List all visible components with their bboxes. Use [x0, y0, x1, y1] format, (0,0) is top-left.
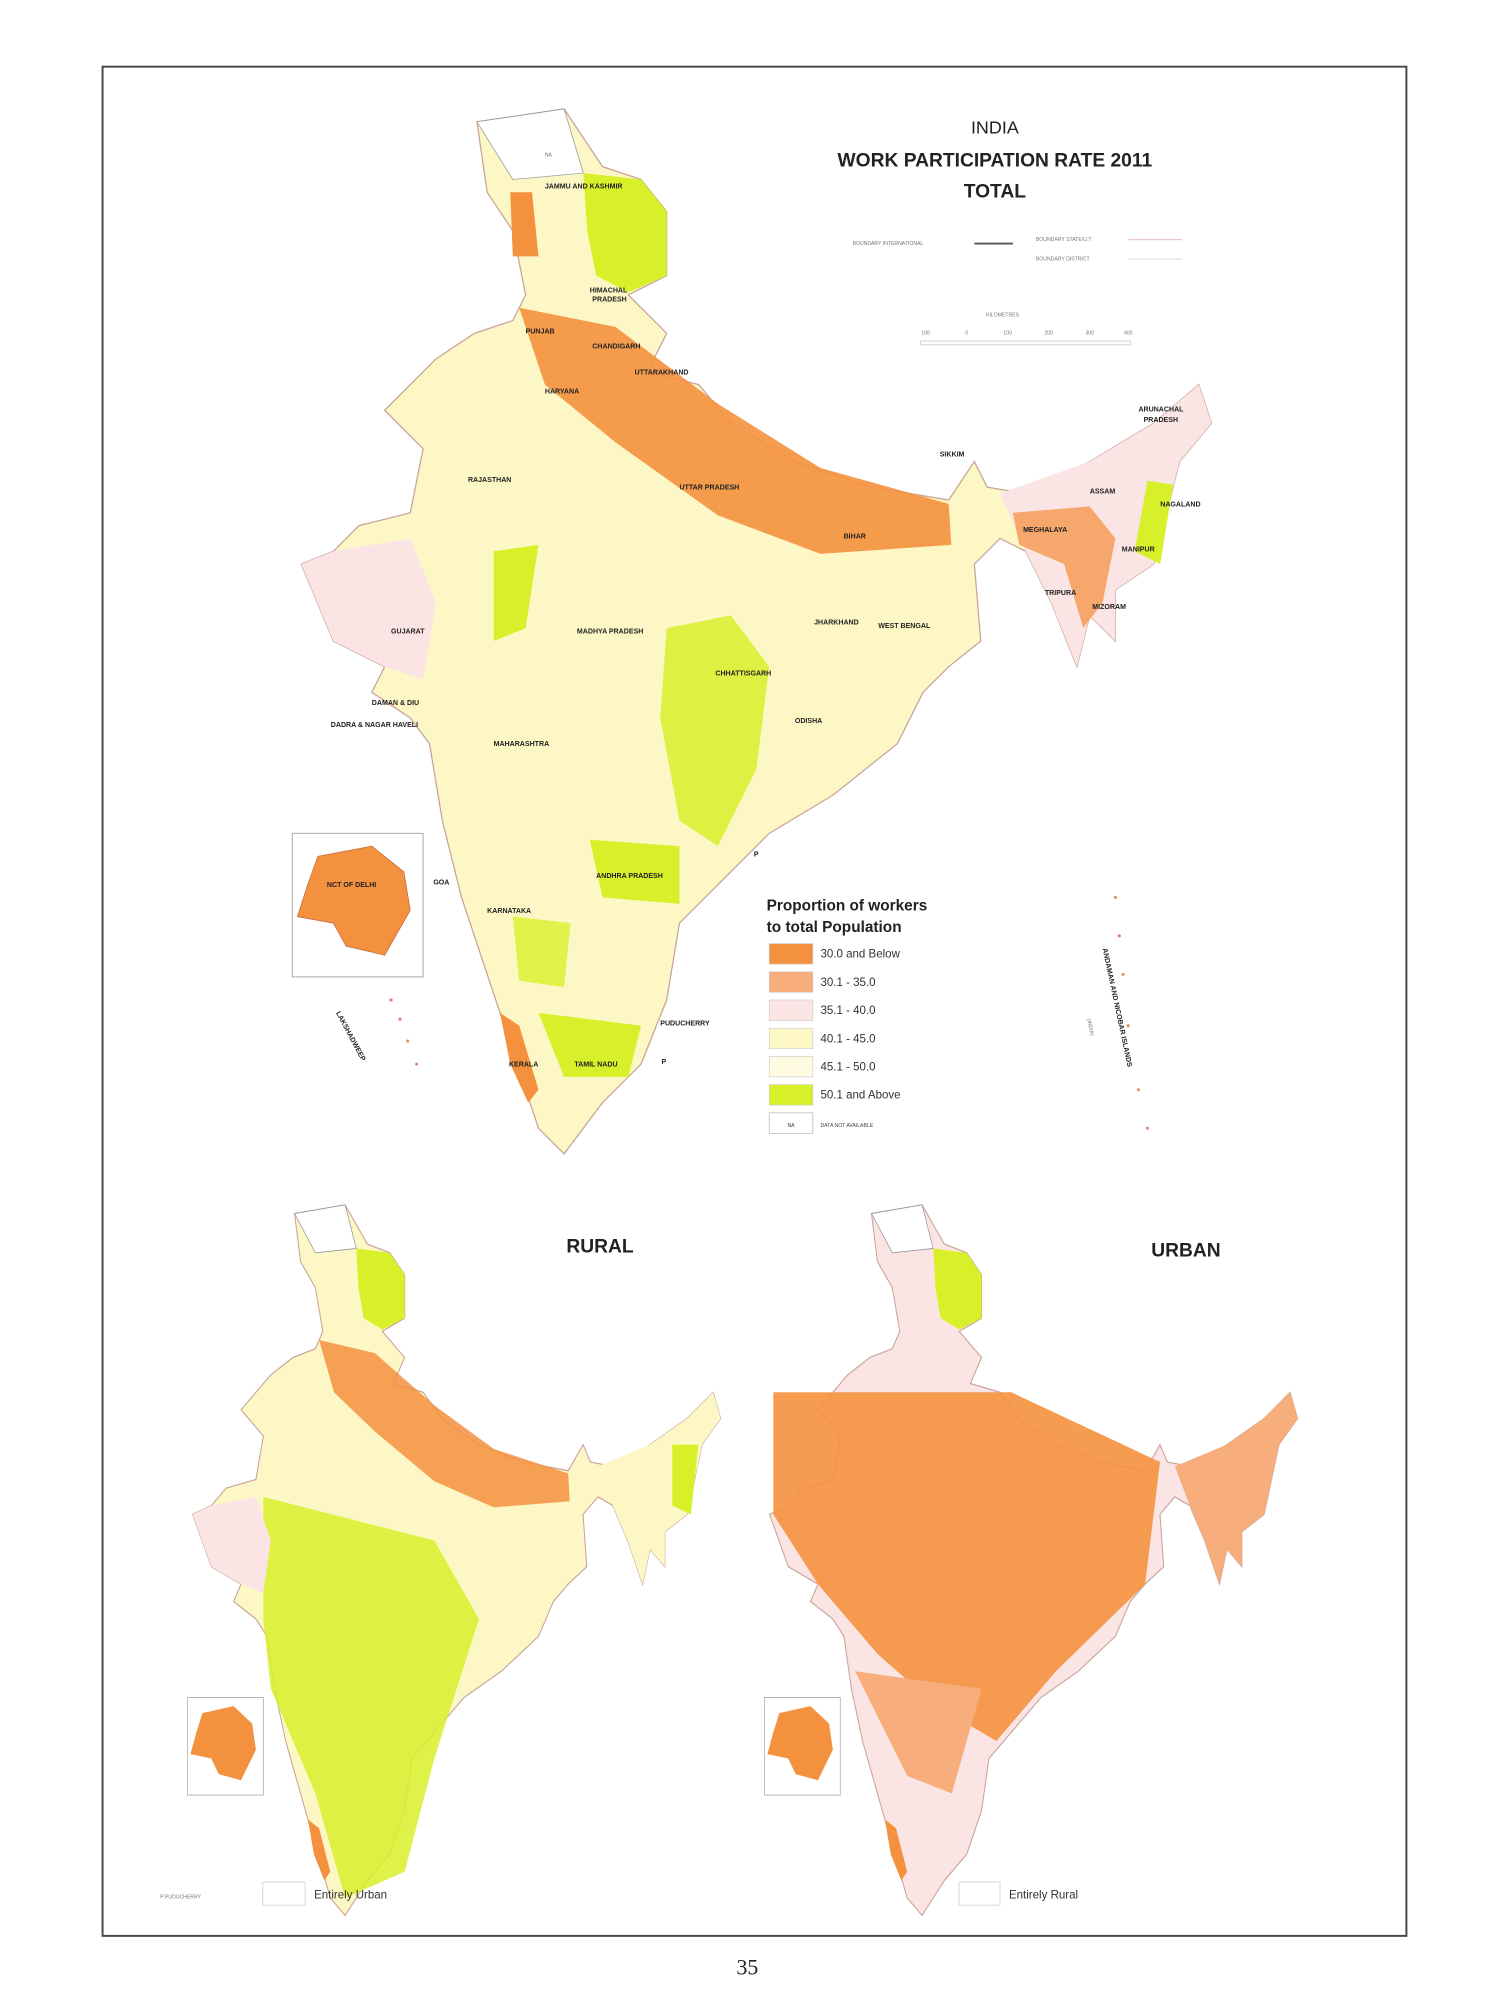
island-dots — [389, 895, 1149, 1130]
label-kerala: KERALA — [509, 1062, 538, 1069]
legend-label: 35.1 - 40.0 — [821, 1005, 876, 1017]
label-arunachal: ARUNACHAL — [1138, 407, 1184, 414]
label-haryana: HARYANA — [545, 389, 579, 396]
label-west-bengal: WEST BENGAL — [878, 623, 931, 630]
label-punjab: PUNJAB — [526, 328, 555, 335]
region-andhra-green — [589, 839, 680, 904]
legend-label: 30.1 - 35.0 — [821, 977, 876, 989]
label-jammu-kashmir: JAMMU AND KASHMIR — [545, 183, 623, 190]
legend-na-code: NA — [787, 1123, 795, 1129]
scale-tick: 100 — [1003, 331, 1012, 337]
label-madhya-pradesh: MADHYA PRADESH — [577, 628, 643, 635]
label-mizoram: MIZORAM — [1092, 604, 1126, 611]
region-northeast-orange — [1012, 506, 1116, 629]
scale-tick: 200 — [1044, 331, 1053, 337]
label-chhattisgarh: CHHATTISGARH — [715, 671, 771, 678]
scale-unit: KILOMETRES — [986, 313, 1020, 319]
entirely-rural-swatch — [958, 1881, 1001, 1906]
label-puducherry-p2: P — [662, 1059, 667, 1066]
label-uttarakhand: UTTARAKHAND — [635, 369, 689, 376]
label-himachal: HIMACHAL — [590, 287, 628, 294]
label-tamil-nadu: TAMIL NADU — [574, 1062, 617, 1069]
legend-title-line1: Proportion of workers — [767, 897, 928, 914]
legend-title-line2: to total Population — [767, 919, 902, 936]
entirely-urban-swatch — [262, 1881, 306, 1906]
label-jharkhand: JHARKHAND — [814, 619, 859, 626]
label-rajasthan: RAJASTHAN — [468, 477, 511, 484]
legend-swatch-na — [768, 1112, 814, 1134]
entirely-rural-label: Entirely Rural — [1009, 1890, 1078, 1902]
boundary-legend: BOUNDARY INTERNATIONAL BOUNDARY STATE/U.… — [853, 237, 1183, 262]
label-arunachal-pradesh: PRADESH — [1144, 417, 1178, 424]
page-number: 35 — [737, 1955, 759, 1979]
region-nagaland-green — [1134, 480, 1174, 565]
rural-footnote: P PUDUCHERRY — [160, 1895, 201, 1901]
legend-label: 50.1 and Above — [821, 1090, 901, 1102]
urban-title: URBAN — [1151, 1240, 1220, 1261]
title-country: INDIA — [971, 117, 1019, 137]
label-nagaland: NAGALAND — [1160, 501, 1200, 508]
scale-tick: 300 — [1085, 331, 1094, 337]
label-manipur: MANIPUR — [1122, 546, 1155, 553]
legend-swatch — [768, 971, 814, 993]
delhi-inset: NCT OF DELHI — [291, 832, 424, 978]
legend-swatch — [768, 943, 814, 965]
label-assam: ASSAM — [1090, 489, 1116, 496]
label-na: NA — [545, 152, 553, 158]
rural-map: RURAL P PUDUCHERRY Entirely Urban — [160, 1204, 722, 1916]
scale-tick: 400 — [1124, 331, 1133, 337]
region-punjab-orange — [510, 192, 539, 257]
label-daman-diu: DAMAN & DIU — [372, 700, 419, 707]
legend-swatch — [768, 1056, 814, 1078]
legend-label: 30.0 and Below — [821, 949, 901, 961]
label-himachal-pradesh: PRADESH — [592, 296, 626, 303]
label-karnataka: KARNATAKA — [487, 908, 531, 915]
label-goa: GOA — [433, 880, 449, 887]
label-india-islands: (INDIA) — [1085, 1018, 1094, 1036]
label-odisha: ODISHA — [795, 718, 822, 725]
label-puducherry: PUDUCHERRY — [660, 1021, 710, 1028]
label-nct-delhi: NCT OF DELHI — [327, 882, 376, 889]
legend-label: 40.1 - 45.0 — [821, 1033, 876, 1045]
boundary-international-label: BOUNDARY INTERNATIONAL — [853, 241, 924, 247]
title-main: WORK PARTICIPATION RATE 2011 — [838, 151, 1153, 172]
title-sub: TOTAL — [964, 181, 1027, 202]
label-gujarat: GUJARAT — [391, 628, 425, 635]
legend-swatch — [768, 1084, 814, 1106]
label-chandigarh: CHANDIGARH — [592, 344, 640, 351]
urban-map: URBAN Entirely Rural — [764, 1204, 1299, 1916]
scale-tick: 0 — [965, 331, 968, 337]
label-andhra-pradesh: ANDHRA PRADESH — [596, 873, 663, 880]
map-title: INDIA WORK PARTICIPATION RATE 2011 TOTAL — [838, 117, 1153, 202]
label-meghalaya: MEGHALAYA — [1023, 527, 1067, 534]
state-labels: NA JAMMU AND KASHMIR HIMACHAL PRADESH PU… — [331, 152, 1201, 1068]
label-tripura: TRIPURA — [1045, 590, 1076, 597]
boundary-district-label: BOUNDARY DISTRICT — [1036, 256, 1090, 262]
total-map — [300, 108, 1213, 1155]
region-tamilnadu-green — [538, 1012, 642, 1077]
boundary-state-label: BOUNDARY STATE/U.T — [1036, 237, 1092, 243]
label-maharashtra: MAHARASHTRA — [494, 741, 550, 748]
entirely-urban-label: Entirely Urban — [314, 1890, 387, 1902]
label-dadra-nagar-haveli: DADRA & NAGAR HAVELI — [331, 722, 418, 729]
legend: Proportion of workers to total Populatio… — [767, 897, 928, 1134]
region-karnataka-green — [512, 916, 571, 988]
label-uttar-pradesh: UTTAR PRADESH — [679, 485, 739, 492]
legend-na-label: DATA NOT AVAILABLE — [821, 1123, 874, 1129]
label-sikkim: SIKKIM — [940, 451, 965, 458]
label-bihar: BIHAR — [844, 533, 866, 540]
legend-swatch — [768, 1027, 814, 1050]
legend-label: 45.1 - 50.0 — [821, 1062, 876, 1074]
legend-swatch — [768, 999, 814, 1021]
rural-title: RURAL — [566, 1237, 634, 1258]
region-north-na — [476, 108, 584, 180]
label-puducherry-p1: P — [754, 851, 759, 858]
scale-bar: KILOMETRES 100 0 100 200 300 400 — [920, 313, 1133, 346]
scale-tick: 100 — [921, 331, 930, 337]
region-mp-green — [493, 544, 539, 642]
